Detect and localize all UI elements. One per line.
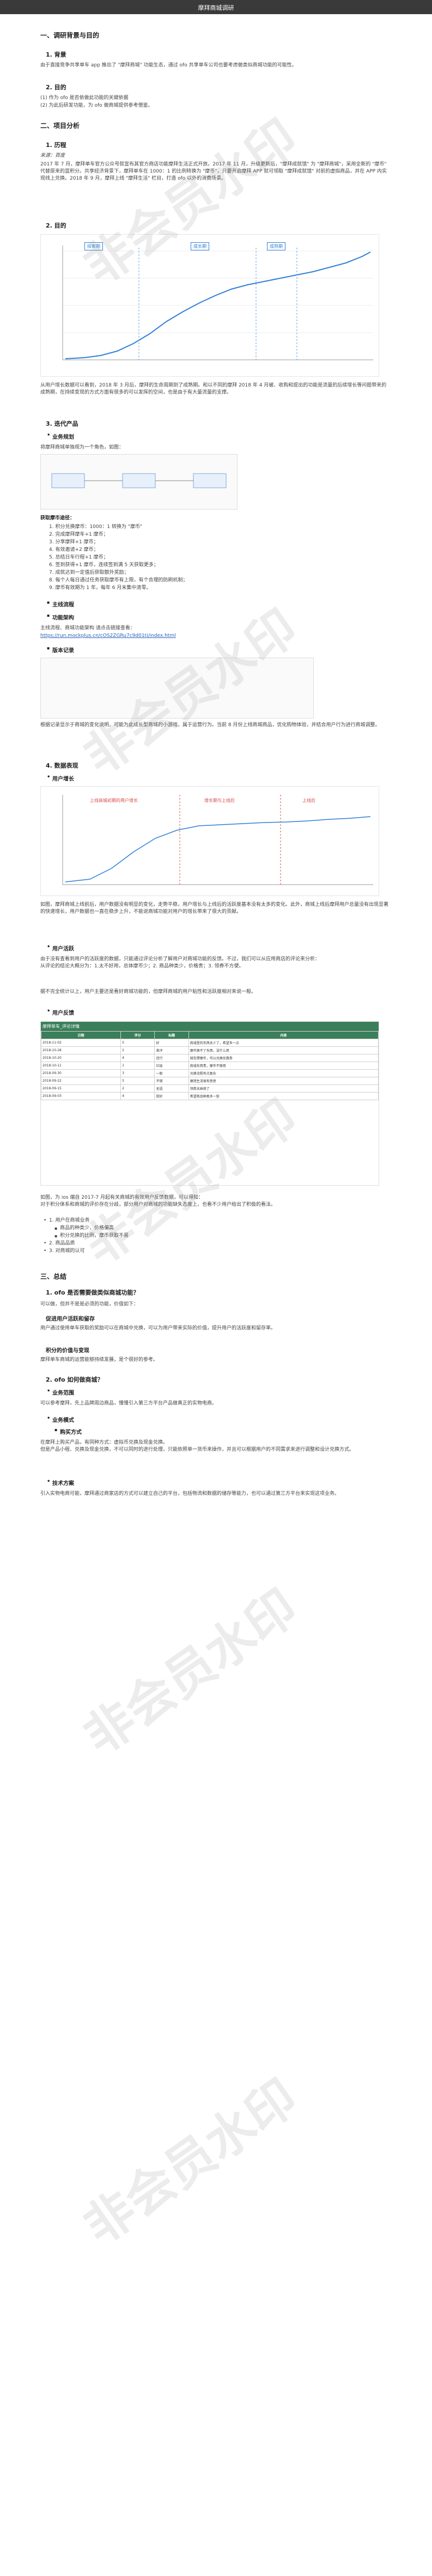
- active-users-svg: [62, 795, 373, 885]
- list-item: 4. 有效邀请+2 摩币；: [49, 547, 99, 553]
- paragraph: 2017 年 7 月，摩拜单车官方公众号就宣布其官方商店功能摩拜生活正式开放。2…: [40, 162, 387, 181]
- bullet-heading: 用户增长: [47, 774, 74, 782]
- list-item: 3. 分享摩拜+1 摩币；: [49, 539, 99, 545]
- subsection-heading: 1. 历程: [46, 142, 66, 149]
- annotation-label: 上线后: [302, 798, 315, 803]
- table-header: 标题: [154, 1031, 189, 1039]
- title-bar: 摩拜商城调研: [0, 0, 432, 14]
- watermark: 非会员水印: [74, 1578, 308, 1767]
- paragraph: 据不完全统计以上，用户主要还是看好商城功能的，但摩拜商城的用户粘性和活跃度相对来…: [40, 989, 257, 995]
- bullet-heading: 业务范围: [47, 1388, 74, 1396]
- paragraph: 如图，摩拜商城上线前后，用户数据没有明显的变化，走势平稳，用户增长与上线后的活跃…: [40, 902, 389, 915]
- list-item: (1) 作为 ofo 是否依做此功能的关键依据: [40, 95, 129, 101]
- paragraph: 可以参考摩拜，先上品牌周边商品，慢慢引入第三方平台产品做真正的实物电商。: [40, 1401, 217, 1406]
- user-growth-chart: 探索期 成长期 成熟期: [40, 234, 379, 377]
- list-item: 2. 完成摩拜摩车+1 摩币；: [49, 532, 108, 537]
- watermark: 非会员水印: [74, 2068, 308, 2256]
- table-header: 内容: [188, 1031, 379, 1039]
- list-item: (2) 为此后研发功能，为 ofo 做商城提供参考借鉴。: [40, 103, 153, 108]
- review-table-image: 摩拜单车_评论详情 日期 评分 标题 内容 2018-11-02 5 好商城里的东西…: [40, 1021, 379, 1186]
- source-note: 来源：百度: [40, 153, 65, 158]
- phase-label: 成长期: [191, 242, 209, 250]
- annotation-label: 上线商城初期的用户增长: [90, 798, 138, 803]
- table-title: 摩拜单车_评论详情: [41, 1022, 379, 1031]
- list-item: 7. 成就达到一定值后获取额外奖励；: [49, 570, 129, 575]
- paragraph: 从用户增长数据可以看到，2018 年 3 月后，摩拜的生命周期到了成熟期。和以不…: [40, 383, 387, 395]
- bullet-heading: 积分的价值与变现: [46, 1348, 89, 1354]
- section-heading: 一、调研背景与目的: [40, 32, 100, 39]
- list-item: 3. 对商城的认可: [44, 1248, 387, 1255]
- table-row: 2018-09-15 2 无语 领券太麻烦了: [40, 1084, 379, 1093]
- paragraph: 根据记录显示于商城的变化说明，可能为此成长型商城的小游戏，属于运营行为。当前 8…: [40, 722, 380, 728]
- table-header: 日期: [40, 1031, 121, 1039]
- paragraph: 摩拜单车商城的运营能够持续发展，是个很好的参考。: [40, 1357, 159, 1363]
- paragraph: 可以做，但并不是是必须的功能，价值如下：: [40, 1302, 139, 1307]
- version-record-image: [40, 658, 314, 719]
- growth-line: [65, 252, 371, 359]
- active-users-chart: 上线商城初期的用户增长 增长期与上线后 上线后: [40, 786, 379, 896]
- paragraph: 由于没有查看到用户的活跃度的数据，只能通过评论分析了解用户对商城功能的反馈。不过…: [40, 956, 320, 969]
- bullet-heading: 技术方案: [47, 1479, 74, 1487]
- table-row: 2018-10-11 1 垃圾 商城东西贵，摩币不够用: [40, 1062, 379, 1070]
- paragraph: 用户通过使用单车获取的奖励可以在商城中兑换，可以为用户带来实际的价值，提升用户的…: [40, 1326, 276, 1331]
- bullet-heading: 用户反馈: [47, 1008, 74, 1016]
- table-row: 2018-11-02 5 好商城里的东西太少了，希望多一点: [40, 1039, 379, 1047]
- section-heading: 二、项目分析: [40, 122, 80, 130]
- growth-curve-svg: [62, 246, 373, 360]
- paragraph: 由于直接竞争共享单车 app 推出了 "摩拜商城" 功能生态，通过 ofo 共享…: [40, 63, 297, 68]
- subsection-heading: 3. 迭代产品: [46, 420, 78, 427]
- list-item: 1. 积分兑换摩币：1000：1 转换为 "摩币": [49, 524, 143, 530]
- paragraph: 如图，为 ios 端自 2017-7 月起有关商城的有效用户反馈数据，可以得知：…: [40, 1195, 276, 1207]
- subsection-heading: 2. 目的: [46, 222, 66, 229]
- list-item: 积分兑换的比例，摩币获取不易: [54, 1232, 398, 1240]
- list-item: 1. 用户在商城业务: [44, 1217, 387, 1224]
- bullet-heading: 主线流程: [47, 600, 74, 608]
- bullet-heading: 业务规划: [47, 432, 74, 440]
- list-item: 2. 商品品质: [44, 1240, 387, 1247]
- paragraph: 引入实物电商可能，摩拜通过商家店的方式可以建立自己的平台，包括物流和数据的储存等…: [40, 1491, 340, 1496]
- list-title: 获取摩币途径：: [40, 516, 75, 521]
- paragraph: 主线流程、商城功能架构 请点击链接查看：: [40, 625, 135, 631]
- list-item: 5. 总结日车行程+1 摩币；: [49, 555, 108, 560]
- section-heading: 三、总结: [40, 1273, 67, 1280]
- list-item: 8. 每个人每日通过任务获取摩币有上限，有个合理的防刷机制；: [49, 578, 188, 583]
- subsection-heading: 1. 背景: [46, 51, 66, 58]
- subsection-heading: 1. ofo 是否需要做类似商城功能？: [46, 1289, 139, 1296]
- list-item: 商品的种类少，价格偏高: [54, 1225, 398, 1232]
- bullet-heading: 用户活跃: [47, 944, 74, 952]
- bullet-heading: 版本记录: [47, 646, 74, 654]
- prototype-link[interactable]: https://run.mockplus.cn/cOS2ZGRu7c9d01ti…: [40, 633, 176, 639]
- review-table: 日期 评分 标题 内容 2018-11-02 5 好商城里的东西太少了，希望多一点 …: [40, 1031, 379, 1100]
- subsection-heading: 4. 数据表现: [46, 762, 78, 769]
- list-item: 6. 签到获得+1 摩币，连续签到满 5 天获取更多；: [49, 562, 159, 568]
- table-header: 评分: [120, 1031, 155, 1039]
- grid-lines: [63, 250, 373, 360]
- subsection-heading: 2. ofo 如何做商城？: [46, 1376, 104, 1383]
- table-row: 2018-10-20 4 还行 骑车攒摩币，可以兑换优惠券: [40, 1054, 379, 1062]
- bullet-heading: 购买方式: [54, 1427, 82, 1436]
- bullet-heading: 促进用户活跃和留存: [46, 1316, 95, 1322]
- list-item: 9. 摩币有效期为 1 年，每年 6 月末集中清零。: [49, 585, 151, 591]
- annotation-label: 增长期与上线后: [204, 798, 235, 803]
- window-title: 摩拜商城调研: [198, 4, 234, 11]
- subsection-heading: 2. 目的: [46, 84, 66, 91]
- table-row: 2018-09-22 5 不错 摩拜生活很有意思: [40, 1077, 379, 1085]
- bullet-heading: 功能架构: [47, 613, 74, 621]
- table-row: 2018-10-28 2 差评 摩币换不了东西，没什么用: [40, 1046, 379, 1054]
- paragraph: 将摩拜商城单独视为一个角色，如图：: [40, 445, 124, 450]
- business-diagram: [40, 454, 238, 510]
- table-row: 2018-09-30 3 一般 兑换流程有点复杂: [40, 1069, 379, 1077]
- paragraph: 在摩拜上购买产品，有同种方式：虚拟币兑换及现金兑换。 但是产品小程、兑换及现金兑…: [40, 1440, 355, 1452]
- phase-label: 成熟期: [267, 242, 285, 250]
- bullet-heading: 业务模式: [47, 1415, 74, 1424]
- diagram-svg: [51, 473, 227, 488]
- table-row: 2018-09-03 4 挺好 希望商品种类多一些: [40, 1092, 379, 1100]
- phase-label: 探索期: [84, 242, 103, 250]
